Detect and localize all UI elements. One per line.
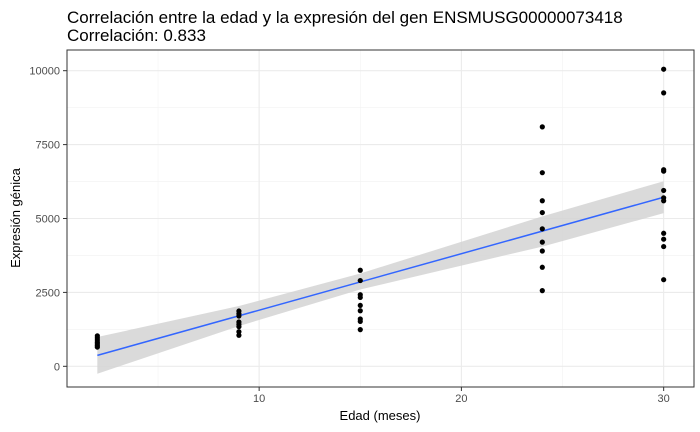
data-point: [539, 226, 545, 232]
points-layer: [94, 66, 667, 350]
data-point: [661, 243, 667, 250]
data-point: [236, 332, 242, 338]
data-point: [539, 264, 545, 270]
data-point: [539, 198, 545, 204]
data-point: [357, 318, 363, 324]
data-point: [539, 248, 545, 254]
data-point: [661, 236, 667, 242]
x-tick-label: 30: [658, 393, 670, 405]
data-point: [357, 277, 363, 284]
y-tick-label: 2500: [36, 287, 60, 299]
data-point: [661, 277, 667, 283]
regression-line: [97, 196, 664, 357]
data-point: [539, 170, 545, 176]
chart-title: Correlación entre la edad y la expresión…: [67, 8, 623, 27]
data-point: [357, 294, 363, 301]
x-tick-label: 10: [253, 393, 265, 405]
data-point: [661, 90, 667, 96]
y-tick-label: 7500: [36, 140, 60, 152]
data-point: [357, 308, 363, 314]
y-axis-title: Expresión génica: [8, 167, 23, 267]
data-point: [236, 324, 242, 330]
x-axis-title: Edad (meses): [340, 408, 421, 423]
data-point: [539, 124, 545, 130]
fit-line-layer: [97, 196, 664, 357]
chart-subtitle: Correlación: 0.833: [67, 26, 206, 45]
y-tick-label: 10000: [29, 66, 60, 78]
data-point: [661, 66, 667, 72]
data-point: [236, 313, 242, 319]
grid-major: [67, 50, 694, 387]
data-point: [539, 209, 545, 216]
y-axis: 0 2500 5000 7500 10000: [29, 66, 67, 373]
data-point: [661, 198, 667, 204]
y-tick-label: 0: [54, 361, 60, 373]
y-tick-label: 5000: [36, 214, 60, 226]
data-point: [357, 267, 363, 273]
data-point: [661, 230, 667, 236]
data-point: [357, 302, 363, 309]
data-point: [539, 239, 545, 245]
plot-border: [66, 49, 695, 388]
data-point: [539, 288, 545, 294]
data-point: [661, 168, 667, 174]
data-point: [357, 327, 363, 333]
data-point: [94, 344, 100, 350]
x-axis: 10 20 30: [253, 387, 670, 405]
data-point: [661, 187, 667, 194]
x-tick-label: 20: [455, 393, 467, 405]
